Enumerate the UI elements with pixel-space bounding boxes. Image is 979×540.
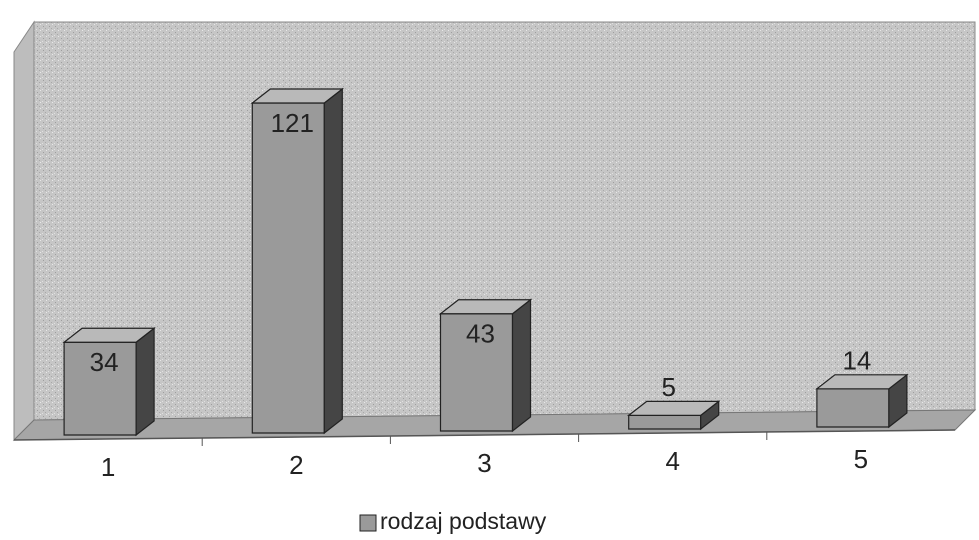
bar: [62, 327, 156, 437]
bar-side: [511, 298, 532, 433]
x-axis: [13, 429, 956, 441]
bar-front: [816, 388, 890, 428]
bar-top: [626, 400, 721, 416]
data-label: 5: [661, 372, 675, 402]
bar-top: [250, 88, 345, 104]
bar: [438, 298, 533, 433]
x-tick-label: 3: [477, 448, 491, 478]
data-label: 14: [842, 346, 871, 376]
side-wall: [13, 20, 35, 442]
bar-front: [628, 414, 702, 430]
data-label: 34: [90, 347, 119, 377]
x-tick-label: 2: [289, 450, 303, 480]
x-tick-label: 1: [101, 452, 115, 482]
bar: [815, 373, 909, 429]
bar: [626, 400, 721, 431]
bar-side: [135, 327, 155, 437]
bar-top: [438, 299, 533, 315]
x-tick-label: 4: [665, 446, 679, 476]
data-label: 43: [466, 319, 495, 349]
x-tick-label: 5: [854, 444, 868, 474]
legend-swatch: [359, 514, 377, 532]
data-label: 121: [271, 108, 314, 138]
bar-top: [815, 374, 909, 390]
legend-label: rodzaj podstawy: [380, 508, 547, 534]
bar-side: [323, 87, 343, 435]
legend: rodzaj podstawy: [359, 508, 547, 534]
bar: [250, 87, 345, 435]
bar-top: [62, 327, 156, 343]
bar-front: [251, 102, 325, 434]
